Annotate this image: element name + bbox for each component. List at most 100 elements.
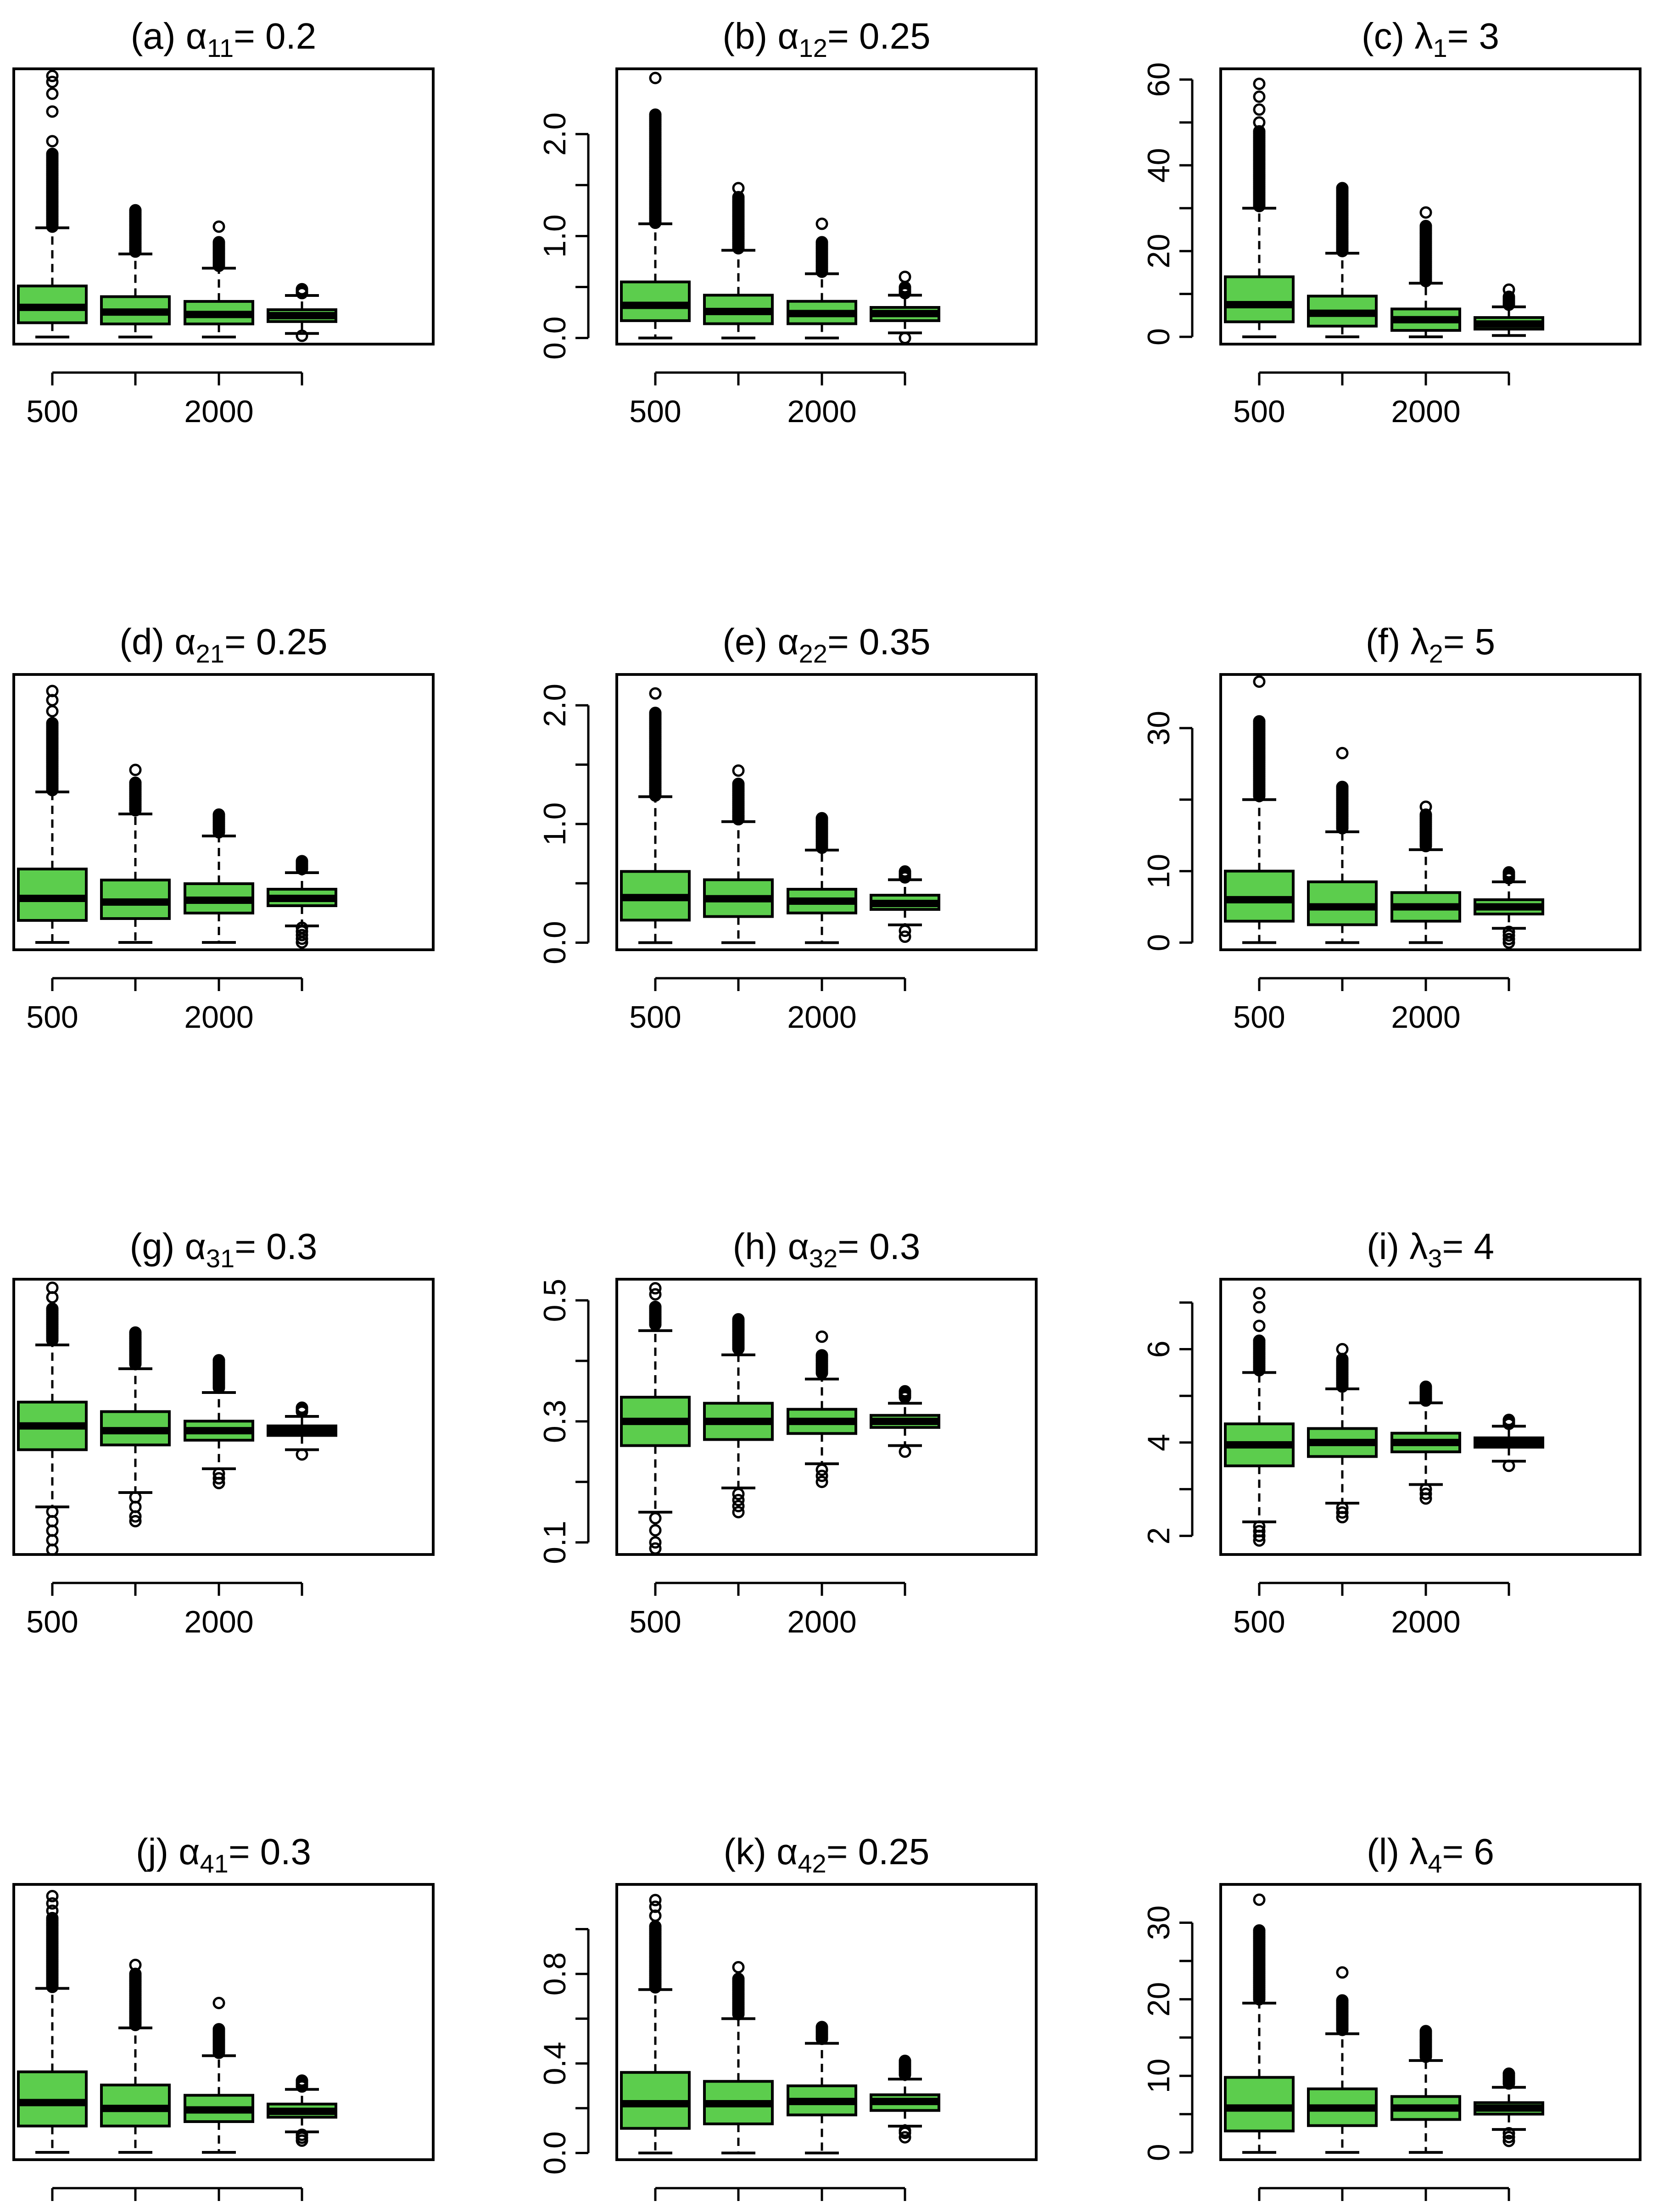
outlier-point [732, 1972, 745, 1985]
iqr-box [1224, 275, 1295, 323]
title-prefix: (i) λ [1367, 1226, 1428, 1267]
title-prefix: (j) α [136, 1831, 200, 1872]
outlier-point [212, 220, 225, 233]
title-prefix: (g) α [130, 1226, 206, 1267]
y-tick-label: 0.0 [537, 2131, 572, 2175]
outlier-point [46, 75, 59, 88]
outlier-point [1336, 747, 1349, 759]
box-1 [620, 72, 691, 340]
outlier-point [732, 764, 745, 777]
y-tick-label: 2.0 [537, 684, 572, 727]
box-3 [787, 1330, 857, 1488]
outlier-point [46, 147, 59, 160]
outlier-point [212, 2023, 225, 2036]
outlier-point [46, 1282, 59, 1294]
y-tick-label: 30 [1141, 711, 1176, 746]
box-3 [1390, 2025, 1461, 2154]
box-1 [1224, 78, 1295, 339]
box-3 [184, 1997, 254, 2154]
panel-title: (k) α42= 0.25 [724, 1831, 930, 1878]
outlier-point [649, 1900, 662, 1913]
outlier-point [649, 1524, 662, 1537]
outlier-point [1253, 90, 1266, 103]
title-value: = 0.25 [224, 621, 328, 662]
outlier-point [815, 1349, 828, 1362]
panel-e: (e) α22= 0.35 0.0 1.0 2.0 500 2000 [537, 621, 1038, 1035]
outlier-point [1419, 1380, 1432, 1393]
panel-l: (l) λ4= 6 0 10 20 30 500 2000 [1141, 1831, 1642, 2212]
outlier-point [1336, 1994, 1349, 2007]
outlier-point [1336, 1343, 1349, 1356]
x-tick-label: 2000 [787, 1605, 856, 1639]
plot-frame [615, 673, 1038, 951]
title-value: = 0.25 [827, 16, 931, 56]
box-4 [870, 1385, 940, 1458]
outlier-point [899, 2126, 911, 2139]
outlier-point [1502, 866, 1515, 879]
x-tick-label: 500 [26, 394, 78, 429]
box-1 [17, 1282, 88, 1556]
x-tick-label: 500 [1233, 394, 1285, 429]
y-tick-label: 20 [1141, 234, 1176, 268]
box-4 [267, 2074, 337, 2147]
outlier-point [1502, 2134, 1515, 2147]
y-tick-label: 0.1 [537, 1521, 572, 1564]
y-tick-label: 2.0 [537, 112, 572, 156]
outlier-point [649, 1894, 662, 1906]
outlier-point [46, 717, 59, 730]
panel-title: (j) α41= 0.3 [136, 1831, 311, 1878]
box-2 [703, 764, 774, 944]
y-tick-label: 20 [1141, 1982, 1176, 2017]
x-tick-label: 2000 [1391, 394, 1460, 429]
outlier-point [212, 1477, 225, 1489]
box-1 [17, 1890, 88, 2154]
title-subscript: 1 [1433, 33, 1447, 62]
box-1 [1224, 1893, 1295, 2154]
title-subscript: 12 [799, 33, 827, 62]
box-1 [1224, 675, 1295, 944]
plot-frame [1219, 1278, 1642, 1556]
box-2 [703, 182, 774, 340]
outlier-point [649, 707, 662, 719]
outlier-point [296, 929, 308, 942]
box-1 [620, 1282, 691, 1555]
plot-frame [1219, 673, 1642, 951]
title-value: = 0.35 [827, 621, 931, 662]
plot-frame [615, 67, 1038, 345]
outlier-point [46, 1904, 59, 1917]
y-tick-label: 2 [1141, 1527, 1176, 1544]
outlier-point [1502, 2067, 1515, 2080]
box-3 [184, 220, 254, 339]
outlier-point [296, 855, 308, 868]
outlier-point [1253, 1529, 1266, 1542]
outlier-point [1253, 1287, 1266, 1300]
y-tick-label: 0 [1141, 2144, 1176, 2161]
title-value: = 0.2 [234, 16, 316, 56]
title-prefix: (f) λ [1366, 621, 1429, 662]
outlier-point [212, 1472, 225, 1485]
outlier-point [1253, 1893, 1266, 1906]
outlier-point [129, 763, 142, 776]
outlier-point [129, 1959, 142, 1972]
outlier-point [1419, 220, 1432, 233]
y-tick-label: 0.5 [537, 1279, 572, 1322]
x-tick-label: 2000 [1391, 2210, 1460, 2212]
plot-frame [12, 1883, 435, 2161]
outlier-point [129, 1326, 142, 1339]
x-tick-label: 2000 [184, 1605, 253, 1639]
outlier-point [649, 72, 662, 84]
x-tick-label: 500 [26, 1605, 78, 1639]
y-tick-label: 0.8 [537, 1952, 572, 1996]
outlier-point [899, 930, 911, 943]
panel-h: (h) α32= 0.3 0.1 0.3 0.5 500 2000 [537, 1226, 1038, 1639]
panel-title: (c) λ1= 3 [1362, 16, 1499, 62]
box-4 [870, 270, 940, 345]
x-tick-label: 2000 [787, 394, 856, 429]
x-tick-label: 500 [1233, 1000, 1285, 1035]
outlier-point [732, 1500, 745, 1513]
box-4 [870, 865, 940, 943]
title-value: = 3 [1447, 16, 1499, 56]
title-value: = 0.3 [838, 1226, 920, 1267]
title-prefix: (e) α [722, 621, 798, 662]
